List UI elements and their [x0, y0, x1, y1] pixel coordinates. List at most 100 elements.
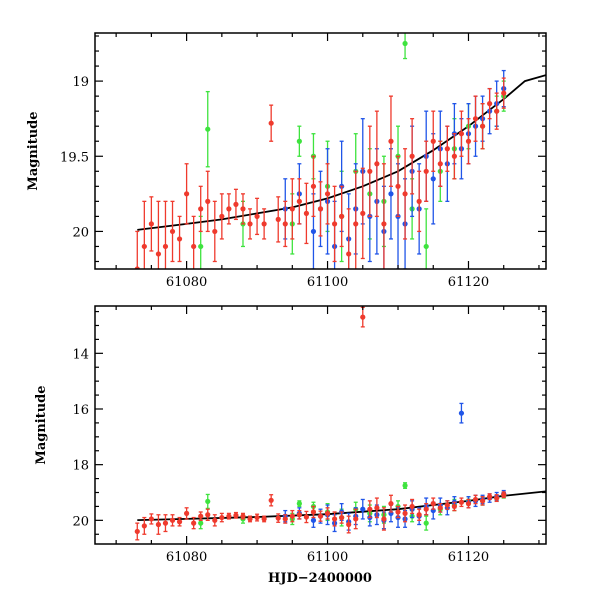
bottom-red-point — [282, 516, 288, 522]
top-red-point — [254, 213, 260, 219]
top-red-point — [275, 216, 281, 222]
top-y-tick-label: 19.5 — [60, 150, 89, 165]
bottom-red-point — [169, 517, 176, 523]
bottom-y-tick-label: 18 — [72, 459, 89, 474]
bottom-green-point — [198, 520, 204, 526]
bottom-red-point — [134, 528, 140, 535]
bottom-series-red — [134, 306, 507, 541]
bottom-red-point — [501, 492, 507, 498]
bottom-red-point — [162, 520, 169, 526]
top-red-point — [444, 146, 450, 152]
top-green-point — [423, 243, 429, 250]
top-red-point — [191, 243, 197, 250]
bottom-green-point — [402, 482, 408, 489]
bottom-y-tick-label: 20 — [72, 514, 89, 529]
bottom-blue-point — [360, 506, 366, 512]
top-x-tick-label: 61080 — [166, 275, 207, 290]
bottom-red-point — [198, 513, 204, 519]
top-green-point — [402, 40, 408, 47]
top-red-point — [360, 210, 366, 216]
bottom-axis-ticks: 61080 61100 61120 14 16 18 20 — [72, 306, 546, 565]
bottom-red-point — [346, 521, 352, 528]
bottom-red-point — [261, 516, 267, 522]
top-red-point — [465, 138, 472, 144]
top-y-tick-label: 20 — [72, 225, 89, 240]
bottom-x-tick-label: 61120 — [448, 550, 489, 565]
bottom-red-point — [226, 513, 232, 519]
top-red-point — [501, 90, 507, 96]
bottom-red-point — [487, 494, 493, 500]
bottom-plot-area — [134, 306, 546, 541]
top-red-point — [317, 206, 324, 212]
bottom-red-point — [339, 514, 345, 521]
bottom-blue-point — [310, 517, 317, 523]
bottom-red-point — [254, 514, 260, 521]
bottom-x-tick-label: 61100 — [307, 550, 348, 565]
bottom-red-point — [289, 513, 295, 519]
bottom-red-point — [472, 496, 479, 503]
bottom-red-point — [388, 501, 394, 507]
bottom-red-point — [191, 520, 197, 526]
top-red-point — [374, 161, 380, 167]
top-red-point — [282, 221, 288, 227]
bottom-red-point — [247, 516, 253, 522]
top-green-point — [205, 126, 211, 132]
bottom-red-point — [219, 514, 225, 521]
top-red-point — [310, 183, 317, 189]
top-panel: 61080 61100 61120 19 19.5 20 Magnitude — [26, 32, 547, 290]
bottom-green-point — [423, 520, 429, 526]
top-x-tick-label: 61100 — [307, 275, 348, 290]
top-green-point — [296, 138, 302, 144]
top-red-point — [487, 101, 493, 107]
top-red-point — [303, 210, 310, 216]
top-series-red — [134, 77, 507, 269]
bottom-red-point — [310, 509, 317, 515]
bottom-red-point — [479, 498, 486, 504]
bottom-red-point — [430, 501, 436, 507]
top-green-point — [198, 243, 204, 250]
top-red-point — [169, 228, 176, 235]
bottom-red-point — [402, 510, 408, 516]
top-red-point — [416, 198, 422, 204]
bottom-red-point — [205, 512, 211, 518]
top-red-point — [184, 191, 190, 197]
bottom-red-point — [381, 516, 387, 522]
top-red-point — [353, 221, 359, 227]
bottom-red-point — [451, 503, 457, 510]
top-red-point — [437, 161, 443, 167]
top-red-point — [451, 153, 457, 159]
bottom-y-axis-label: Magnitude — [34, 385, 49, 464]
bottom-x-tick-label: 61080 — [166, 550, 207, 565]
bottom-green-point — [296, 501, 302, 507]
bottom-red-point — [240, 513, 246, 519]
bottom-red-point — [184, 510, 190, 516]
bottom-red-point — [155, 521, 162, 528]
bottom-red-point — [233, 512, 239, 518]
top-red-point — [324, 191, 331, 197]
bottom-red-point — [176, 519, 183, 525]
bottom-red-point — [395, 509, 401, 515]
bottom-red-point — [317, 513, 324, 519]
top-red-point — [472, 116, 479, 122]
top-axis-ticks: 61080 61100 61120 19 19.5 20 — [60, 33, 546, 290]
bottom-red-point — [416, 512, 422, 518]
bottom-red-point — [367, 506, 373, 512]
bottom-red-point — [444, 502, 450, 508]
top-red-point — [479, 123, 486, 129]
bottom-red-point — [494, 495, 500, 501]
bottom-blue-point — [458, 410, 465, 416]
top-red-point — [296, 198, 302, 204]
bottom-x-axis-label: HJD−2400000 — [268, 571, 372, 586]
top-blue-point — [310, 228, 317, 235]
bottom-red-point — [409, 503, 415, 510]
bottom-panel-frame — [94, 305, 547, 545]
bottom-red-point — [360, 314, 366, 320]
top-red-point — [148, 221, 154, 227]
top-x-tick-label: 61120 — [448, 275, 489, 290]
top-red-point — [430, 138, 436, 144]
top-red-point — [289, 206, 295, 212]
bottom-red-point — [465, 501, 472, 507]
top-red-point — [247, 221, 253, 227]
top-y-axis-label: Magnitude — [26, 111, 41, 190]
